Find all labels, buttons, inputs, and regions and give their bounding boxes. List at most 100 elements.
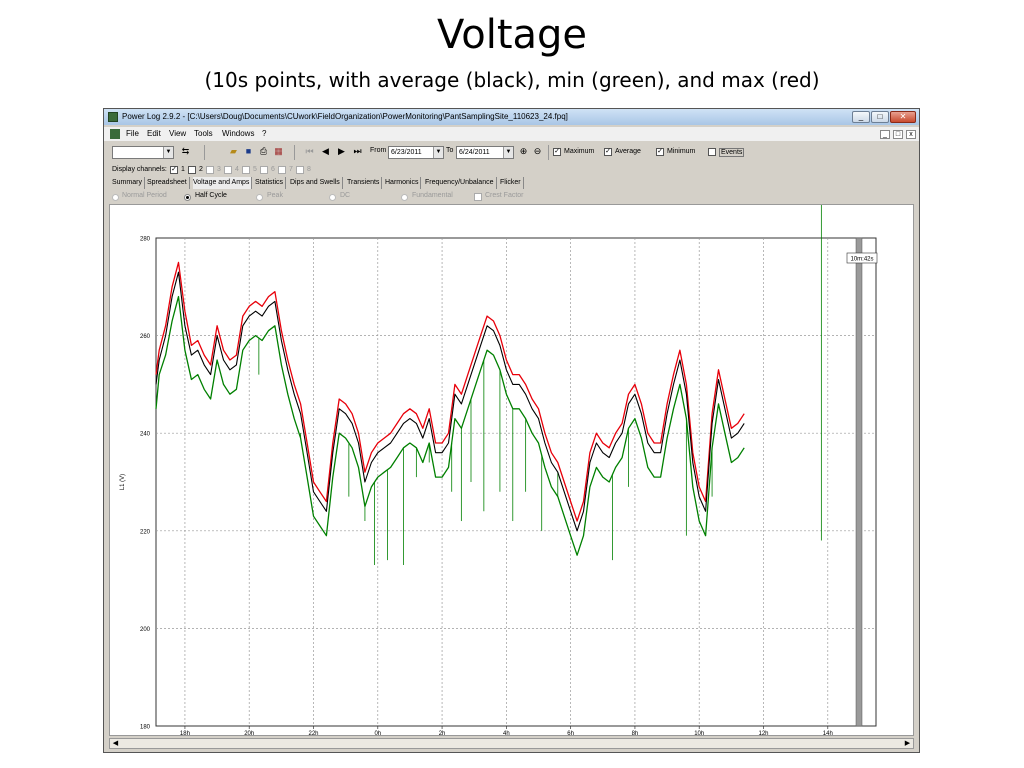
next-icon[interactable]: ▶ <box>338 146 345 156</box>
scroll-right-icon[interactable]: ▶ <box>904 740 911 747</box>
average-label: Average <box>615 148 641 155</box>
scroll-left-icon[interactable]: ◀ <box>112 740 119 747</box>
average-series-line <box>155 271 745 532</box>
x-tick-label: 12h <box>758 731 768 735</box>
to-date-value: 6/24/2011 <box>459 149 490 156</box>
minimize-icon[interactable]: _ <box>852 111 870 123</box>
tab-flicker[interactable]: Flicker <box>500 177 524 189</box>
fundamental-radio[interactable] <box>401 194 408 201</box>
copy-settings-icon[interactable]: ⇆ <box>181 146 190 156</box>
channel-5-label: 5 <box>253 166 257 173</box>
display-channels-row: Display channels: ✓ 1 2 3 4 5 6 7 8 <box>104 164 919 176</box>
print-icon[interactable]: ⎙ <box>259 146 268 156</box>
x-tick-label: 8h <box>632 731 639 735</box>
dc-radio[interactable] <box>329 194 336 201</box>
document-icon <box>110 129 120 139</box>
channel-combo[interactable]: ▼ <box>112 146 174 159</box>
peak-radio[interactable] <box>256 194 263 201</box>
menu-view[interactable]: View <box>169 129 187 138</box>
y-tick-label: 240 <box>140 432 151 438</box>
channel-7-label: 7 <box>289 166 293 173</box>
export-icon[interactable]: ▦ <box>274 146 283 156</box>
normal-period-radio[interactable] <box>112 194 119 201</box>
from-date-picker[interactable]: 6/23/2011 ▼ <box>388 146 444 159</box>
previous-icon[interactable]: ◀ <box>322 146 329 156</box>
plot-area <box>155 237 877 727</box>
close-icon[interactable]: ✕ <box>890 111 916 123</box>
x-tick-label: 4h <box>503 731 510 735</box>
menu-tools[interactable]: Tools <box>194 129 213 138</box>
tab-summary[interactable]: Summary <box>112 177 145 189</box>
x-tick-label: 6h <box>567 731 574 735</box>
horizontal-scrollbar[interactable]: ◀ ▶ <box>109 738 914 749</box>
to-label: To <box>446 147 454 154</box>
maximum-series-line <box>155 261 745 522</box>
x-tick-label: 0h <box>374 731 381 735</box>
average-checkbox[interactable]: ✓ <box>604 148 612 156</box>
from-label: From <box>370 147 387 154</box>
menu-help[interactable]: ? <box>262 129 267 138</box>
x-tick-label: 18h <box>180 731 190 735</box>
mdi-restore-icon[interactable]: □ <box>893 130 903 139</box>
tab-frequency-unbalance[interactable]: Frequency/Unbalance <box>425 177 497 189</box>
tab-dips-and-swells[interactable]: Dips and Swells <box>290 177 343 189</box>
x-tick-label: 10h <box>694 731 704 735</box>
cursor-label: 10m:42s <box>850 257 873 263</box>
chevron-down-icon: ▼ <box>433 147 443 158</box>
channel-4-checkbox[interactable] <box>224 166 232 174</box>
title-bar[interactable]: Power Log 2.9.2 - [C:\Users\Doug\Documen… <box>104 109 919 125</box>
first-icon[interactable]: ⏮ <box>305 146 314 156</box>
menu-file[interactable]: File <box>126 129 139 138</box>
save-icon[interactable]: ■ <box>245 146 252 156</box>
mdi-minimize-icon[interactable]: _ <box>880 130 890 139</box>
y-tick-label: 280 <box>140 237 151 243</box>
zoom-out-icon[interactable]: ⊖ <box>533 146 542 156</box>
channel-7-checkbox[interactable] <box>278 166 286 174</box>
y-axis-label: L1 (V) <box>120 474 126 490</box>
restore-icon[interactable]: □ <box>871 111 889 123</box>
tab-spreadsheet[interactable]: Spreadsheet <box>147 177 190 189</box>
tab-transients[interactable]: Transients <box>347 177 383 189</box>
events-checkbox[interactable] <box>708 148 716 156</box>
zoom-in-icon[interactable]: ⊕ <box>519 146 528 156</box>
mode-row: Normal Period Half Cycle Peak DC Fundame… <box>104 191 919 203</box>
peak-label: Peak <box>267 192 283 199</box>
half-cycle-radio[interactable] <box>184 194 191 201</box>
maximum-checkbox[interactable]: ✓ <box>553 148 561 156</box>
window-title: Power Log 2.9.2 - [C:\Users\Doug\Documen… <box>122 112 568 121</box>
menu-windows[interactable]: Windows <box>222 129 255 138</box>
y-tick-label: 220 <box>140 529 151 535</box>
last-icon[interactable]: ⏭ <box>353 146 362 156</box>
open-folder-icon[interactable]: ▰ <box>230 146 237 156</box>
channel-6-label: 6 <box>271 166 275 173</box>
voltage-chart[interactable]: 180 200 220 240 260 280 18h 20h 22h 0h 2h 4h 6h 8h 10h… <box>110 205 913 737</box>
slide-title: Voltage <box>436 12 588 58</box>
channel-1-checkbox[interactable]: ✓ <box>170 166 178 174</box>
channel-5-checkbox[interactable] <box>242 166 250 174</box>
channel-6-checkbox[interactable] <box>260 166 268 174</box>
x-tick-label: 14h <box>823 731 833 735</box>
display-channels-label: Display channels: <box>112 166 167 173</box>
mdi-close-icon[interactable]: x <box>906 130 916 139</box>
tab-statistics[interactable]: Statistics <box>255 177 287 189</box>
power-log-icon <box>108 112 118 122</box>
tab-voltage-and-amps[interactable]: Voltage and Amps <box>193 177 253 189</box>
channel-8-label: 8 <box>307 166 311 173</box>
channel-8-checkbox[interactable] <box>296 166 304 174</box>
toolbar-separator <box>548 145 549 160</box>
slide-subtitle: (10s points, with average (black), min (… <box>204 68 820 92</box>
channel-3-checkbox[interactable] <box>206 166 214 174</box>
minimum-checkbox[interactable]: ✓ <box>656 148 664 156</box>
tab-harmonics[interactable]: Harmonics <box>385 177 422 189</box>
x-tick-label: 22h <box>308 731 318 735</box>
crest-factor-label: Crest Factor <box>485 192 524 199</box>
half-cycle-label: Half Cycle <box>195 192 227 199</box>
menu-edit[interactable]: Edit <box>147 129 161 138</box>
plot-panel: 180 200 220 240 260 280 18h 20h 22h 0h 2h 4h 6h 8h 10h… <box>109 204 914 737</box>
channel-2-checkbox[interactable] <box>188 166 196 174</box>
to-date-picker[interactable]: 6/24/2011 ▼ <box>456 146 514 159</box>
tab-bar: Summary Spreadsheet Voltage and Amps Sta… <box>104 177 919 190</box>
minimum-label: Minimum <box>667 148 696 155</box>
dc-label: DC <box>340 192 351 199</box>
crest-factor-checkbox[interactable] <box>474 193 482 201</box>
